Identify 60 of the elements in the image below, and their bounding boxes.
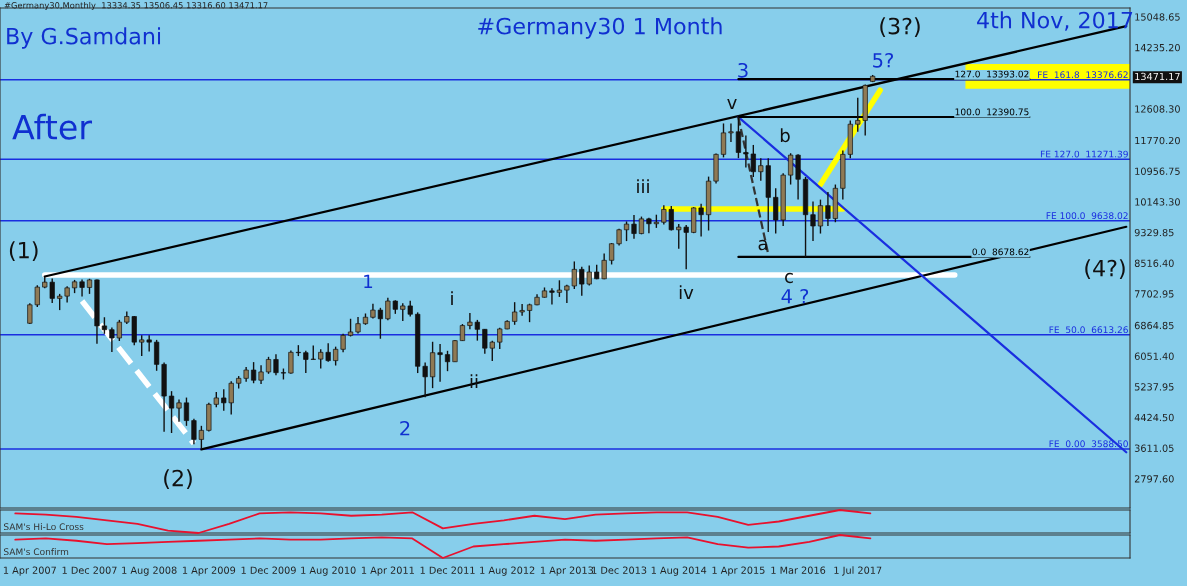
text: SAM's Hi-Lo Cross — [3, 523, 84, 531]
x-tick-label: 1 Aug 2012 — [480, 566, 535, 576]
annotation: After — [12, 113, 93, 140]
annotation: 5? — [873, 52, 893, 68]
text: SAM's Confirm — [3, 548, 69, 556]
annotation: (3?) — [880, 17, 920, 38]
y-tick-label: 5237.95 — [1134, 383, 1174, 391]
annotation: c — [785, 272, 793, 284]
annotation: (1) — [9, 241, 38, 262]
y-tick-label: 12608.30 — [1135, 105, 1180, 113]
x-tick-label: 1 Apr 2015 — [712, 566, 765, 576]
y-tick-label: 10956.75 — [1135, 167, 1180, 175]
annotation: 1 — [364, 274, 373, 288]
annotation: a — [758, 239, 767, 251]
y-tick-label: 4424.50 — [1134, 413, 1174, 422]
y-tick-label: 13471.17 — [1135, 72, 1180, 81]
annotation: iii — [637, 179, 649, 193]
x-tick-label: 1 Mar 2016 — [771, 566, 826, 574]
x-tick-label: 1 Dec 2013 — [592, 566, 647, 574]
ref-line-label: FE 161.8 13376.62 — [1038, 71, 1128, 79]
x-tick-label: 1 Dec 2011 — [420, 566, 475, 574]
ref-line-label: FE 127.0 11271.39 — [1040, 150, 1128, 158]
y-tick-label: 3611.05 — [1134, 444, 1174, 452]
series-label: 100.0 12390.75 — [955, 108, 1029, 116]
x-tick-label: 1 Aug 2010 — [301, 566, 356, 576]
annotation: (4?) — [1085, 259, 1125, 280]
y-tick-label: 8516.40 — [1134, 259, 1174, 267]
x-tick-label: 1 Apr 2011 — [361, 566, 414, 576]
annotation: By G.Samdani — [7, 27, 161, 49]
annotation: b — [780, 128, 790, 143]
y-tick-label: 2797.60 — [1134, 475, 1174, 483]
annotation: (2) — [164, 469, 192, 490]
ref-line-label: FE 100.0 9638.02 — [1046, 212, 1128, 220]
y-tick-label: 7702.95 — [1134, 290, 1174, 298]
chart-title: #Germany30 1 Month — [478, 17, 722, 39]
x-tick-label: 1 Aug 2008 — [122, 566, 177, 576]
annotation: #Germany30,Monthly 13334.35 13506.45 13316.60 13471.17 — [4, 1, 268, 11]
series-label: 0.0 8678.62 — [972, 248, 1029, 256]
annotation: 4 ? — [781, 288, 809, 304]
x-tick-label: 1 Aug 2014 — [651, 566, 707, 576]
x-tick-label: 1 Dec 2009 — [241, 566, 296, 574]
x-tick-label: 1 Apr 2013 — [540, 566, 594, 576]
annotation: iv — [679, 285, 694, 299]
x-tick-label: 1 Dec 2007 — [62, 566, 117, 574]
y-tick-label: 14235.20 — [1135, 43, 1180, 52]
y-tick-label: 6864.85 — [1134, 321, 1174, 330]
annotation: i — [451, 291, 453, 305]
y-tick-label: 6051.40 — [1134, 352, 1174, 360]
annotation: 2 — [400, 420, 410, 436]
ref-line-label: FE 50.0 6613.26 — [1049, 326, 1128, 334]
y-tick-label: 15048.65 — [1135, 13, 1180, 21]
x-tick-label: 1 Jul 2017 — [834, 566, 882, 576]
x-tick-label: 1 Apr 2009 — [182, 566, 236, 576]
series-label: 127.0 13393.02 — [955, 70, 1029, 78]
x-tick-label: 1 Apr 2007 — [3, 566, 56, 576]
annotation: 3 — [738, 62, 748, 78]
y-tick-label: 10143.30 — [1135, 198, 1180, 206]
y-tick-label: 11770.20 — [1135, 136, 1180, 145]
annotation: v — [727, 99, 737, 109]
y-tick-label: 9329.85 — [1134, 228, 1174, 237]
